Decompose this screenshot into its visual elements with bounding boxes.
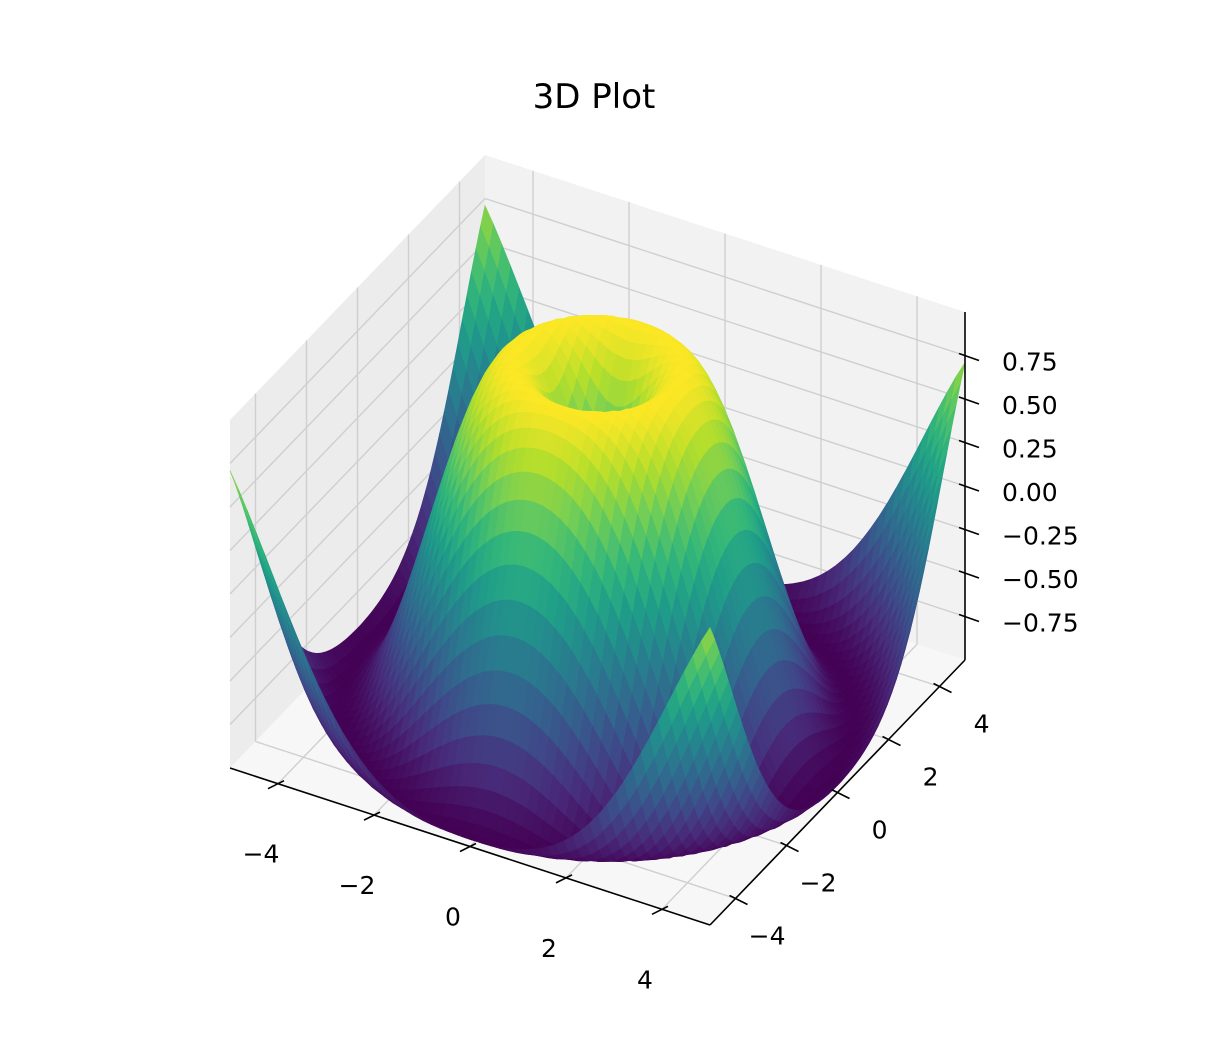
x-tick-label: −2 [339,871,376,900]
y-tick-label: −4 [749,922,786,951]
z-tick-label: 0.75 [1002,348,1058,377]
x-tick-label: 0 [445,903,461,932]
x-tick-mark [267,779,285,790]
z-tick-label: 0.50 [1002,391,1058,420]
z-tick-label: 0.25 [1002,435,1058,464]
x-tick-mark [363,811,381,821]
z-tick-mark [958,439,980,449]
y-axis-ticks: −4 −2 0 2 4 [729,682,990,951]
y-tick-label: −2 [800,869,837,898]
z-tick-mark [958,526,980,536]
x-tick-mark [459,842,477,853]
y-tick-mark [831,788,850,800]
y-tick-label: 0 [872,816,888,845]
z-tick-mark [958,613,980,623]
y-tick-label: 4 [974,710,990,739]
z-axis-ticks: 0.75 0.50 0.25 0.00 −0.25 −0.50 −0.75 [958,348,1079,638]
surface-mesh [229,204,966,863]
back-gridline-z [484,241,966,400]
x-tick-mark [555,874,573,884]
back-gridline-z [484,284,966,444]
left-gridline-z [229,285,486,551]
x-tick-label: 4 [637,965,653,994]
z-tick-mark [958,352,980,362]
x-axis-ticks: −4 −2 0 2 4 [243,779,669,994]
z-tick-mark [958,570,980,579]
x-tick-mark [651,905,669,916]
y-tick-mark [933,682,952,694]
z-tick-label: 0.00 [1002,478,1058,507]
back-gridline-z [484,197,966,357]
chart-title: 3D Plot [533,77,656,117]
z-tick-label: −0.50 [1002,565,1079,594]
left-gridline-z [229,241,486,508]
surface-cell [701,626,715,656]
y-tick-label: 2 [923,763,939,792]
y-tick-mark [729,894,748,906]
z-tick-mark [958,396,980,405]
y-tick-mark [780,841,799,853]
y-tick-mark [882,735,901,747]
z-tick-label: −0.75 [1002,609,1079,638]
z-tick-mark [958,483,980,492]
left-gridline-z [229,198,486,464]
x-tick-label: 2 [541,934,557,963]
z-tick-label: −0.25 [1002,522,1079,551]
left-gridline-z [229,328,486,595]
x-tick-label: −4 [243,840,280,869]
